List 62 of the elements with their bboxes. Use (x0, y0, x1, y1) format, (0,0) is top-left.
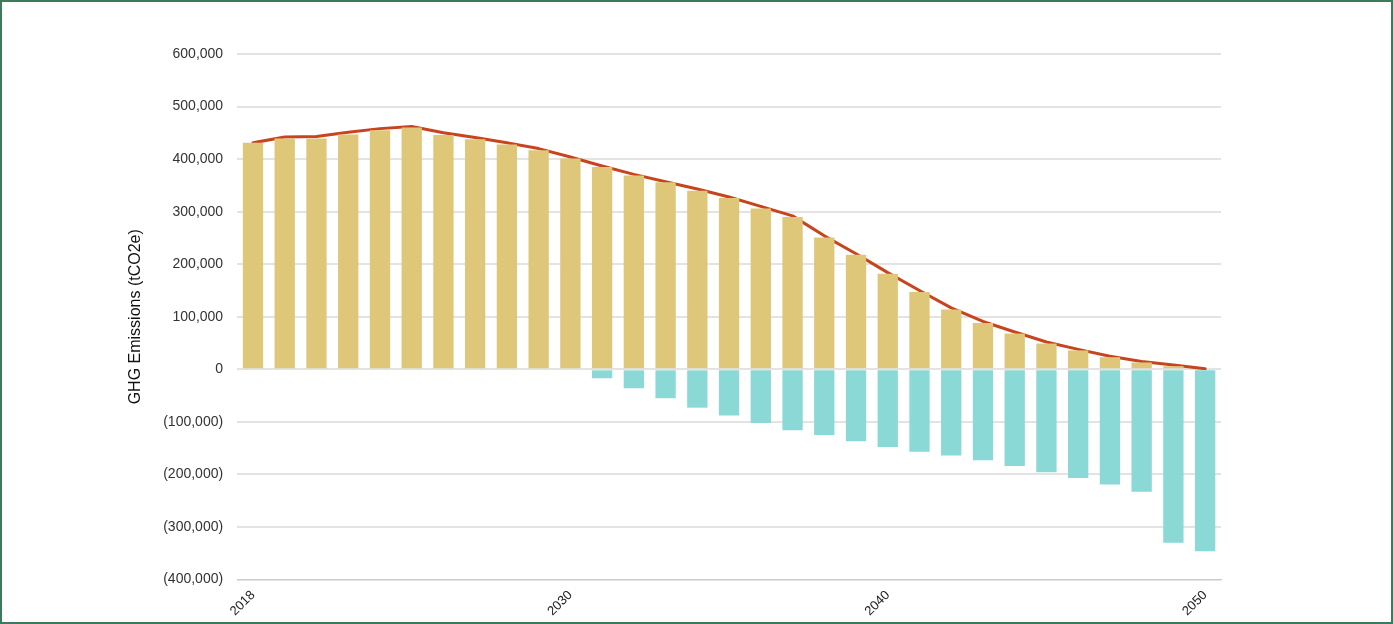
bar (845, 254, 867, 369)
bar (591, 166, 613, 369)
bar (750, 370, 771, 423)
bar (1131, 370, 1152, 492)
bar (338, 134, 359, 369)
y-tick-label: 500,000 (172, 97, 224, 114)
bar (877, 370, 898, 448)
bar (306, 138, 327, 369)
y-tick-label: 600,000 (172, 44, 224, 61)
bar (655, 182, 676, 369)
y-axis-title: GHG Emissions (tCO2e) (126, 229, 144, 405)
bar (242, 142, 264, 369)
y-tick-label: (100,000) (163, 412, 224, 429)
bar (274, 138, 295, 369)
bar (1099, 357, 1121, 369)
bar (401, 127, 422, 369)
y-tick-label: 400,000 (172, 149, 224, 166)
bar (623, 175, 645, 369)
y-tick-label: 200,000 (172, 255, 224, 272)
bar (941, 370, 962, 456)
bar (528, 150, 549, 369)
bar (591, 370, 613, 379)
bar (1068, 350, 1089, 369)
bar (941, 309, 962, 369)
y-tick-label: (200,000) (163, 465, 224, 482)
bar (465, 139, 486, 369)
bar (1194, 370, 1216, 552)
bar (972, 370, 994, 461)
bar (623, 370, 645, 389)
bar (718, 370, 740, 416)
bar (1163, 366, 1184, 369)
bar (1099, 370, 1121, 485)
bar (972, 323, 994, 369)
bar (782, 370, 803, 431)
bar (718, 197, 740, 369)
bar (1004, 370, 1025, 467)
bar (560, 158, 581, 369)
bar (909, 292, 930, 369)
bar (369, 130, 391, 369)
y-tick-label: (400,000) (163, 570, 224, 587)
bar (814, 370, 835, 435)
bar (1163, 370, 1184, 543)
bar (1068, 370, 1089, 479)
y-tick-label: 100,000 (172, 307, 224, 324)
y-tick-label: 0 (215, 360, 224, 377)
y-tick-label: 300,000 (172, 202, 224, 219)
bar (1036, 343, 1057, 369)
bar (814, 237, 835, 369)
bar (1131, 362, 1152, 369)
bar (782, 216, 803, 369)
bar (496, 144, 518, 369)
bar (1004, 333, 1025, 369)
bar (1036, 370, 1057, 473)
bar (877, 273, 898, 369)
bar (750, 208, 771, 369)
y-tick-label: (300,000) (163, 517, 224, 534)
bar (433, 134, 454, 369)
bar (845, 370, 867, 442)
bar (655, 370, 676, 399)
bar (687, 370, 708, 408)
bar (687, 190, 708, 369)
bar (909, 370, 930, 452)
